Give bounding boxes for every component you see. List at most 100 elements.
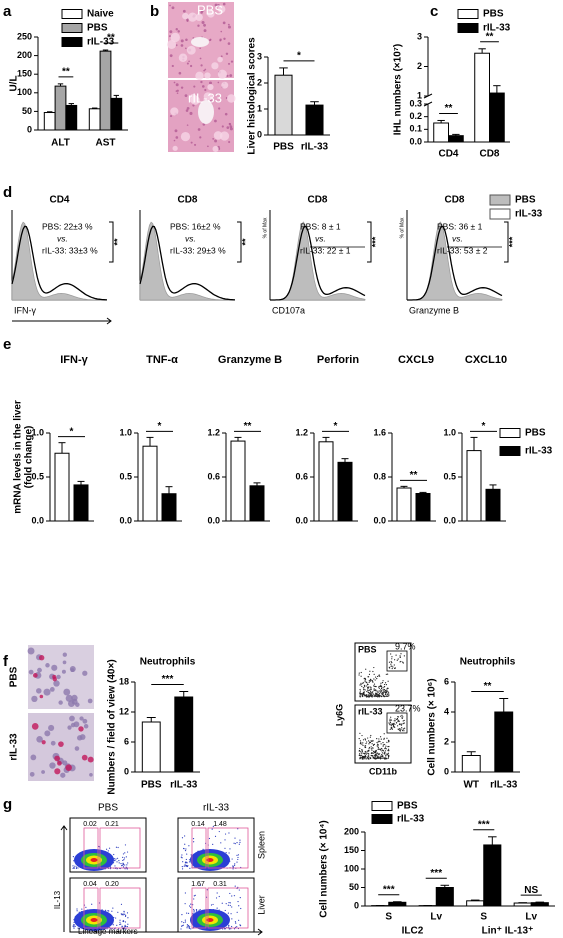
gate-value: 0.20 <box>105 881 119 888</box>
image-texture <box>171 6 175 10</box>
image-texture <box>31 723 39 730</box>
flow-event <box>117 911 119 913</box>
bar <box>513 902 532 907</box>
bar <box>141 721 161 773</box>
flow-event <box>366 752 368 754</box>
image-texture <box>180 131 191 142</box>
histogram-x-label: Granzyme B <box>409 305 459 315</box>
image-texture <box>203 69 206 72</box>
flow-event <box>117 846 119 849</box>
flow-event <box>377 748 379 750</box>
flow-event <box>238 905 240 907</box>
flow-event <box>370 746 372 748</box>
image-texture <box>65 764 72 771</box>
flow-event <box>382 687 384 689</box>
flow-event <box>380 682 382 684</box>
image-texture <box>214 3 218 7</box>
flow-event <box>373 754 375 756</box>
flow-event <box>402 720 404 722</box>
flow-event <box>367 740 370 742</box>
flow-event <box>224 928 226 930</box>
flow-event <box>227 912 229 914</box>
panel-label: d <box>3 184 12 201</box>
y-tick-label: 1.0 <box>119 427 132 437</box>
flow-event <box>381 757 383 759</box>
flow-event <box>400 653 402 655</box>
flow-event <box>382 744 384 746</box>
flow-event <box>388 754 390 756</box>
y-tick-label: 0 <box>354 900 359 910</box>
flow-event <box>359 751 361 753</box>
image-texture <box>193 143 197 146</box>
flow-event <box>370 694 372 696</box>
flow-event <box>233 895 236 897</box>
flow-event <box>229 904 231 907</box>
flow-event <box>361 685 363 688</box>
flow-event <box>389 721 392 723</box>
flow-event <box>124 915 127 917</box>
flow-event <box>369 680 372 682</box>
image-texture <box>186 124 189 126</box>
flow-gate <box>99 887 141 929</box>
flow-event <box>364 681 366 683</box>
flow-event <box>378 687 380 689</box>
bar <box>396 487 412 522</box>
image-texture <box>61 669 66 674</box>
flow-event <box>111 910 113 912</box>
flow-event <box>376 752 379 754</box>
flow-event <box>367 683 369 686</box>
bar <box>305 104 324 136</box>
histogram-x-label: CD107a <box>272 305 305 315</box>
flow-event <box>237 900 239 903</box>
y-tick-label: 150 <box>17 69 32 79</box>
significance-label: * <box>158 421 162 432</box>
flow-event <box>363 755 365 757</box>
histogram-title: CD8 <box>177 195 197 206</box>
flow-event <box>224 839 226 841</box>
flow-event <box>362 752 364 754</box>
flow-event <box>231 918 233 920</box>
flow-event <box>362 681 364 684</box>
flow-event <box>237 854 240 856</box>
flow-event <box>384 743 386 746</box>
legend-swatch <box>371 814 393 824</box>
facet-title: TNF-α <box>146 354 178 366</box>
flow-event <box>368 746 371 749</box>
flow-event <box>364 754 366 756</box>
flow-event <box>373 744 375 746</box>
histogram-x-label: IFN-γ <box>14 305 36 315</box>
gate-value: 0.21 <box>105 821 119 828</box>
flow-event <box>190 906 192 908</box>
image-texture <box>49 762 56 769</box>
legend-label: rIL-33 <box>515 209 543 220</box>
flow-event <box>373 752 375 754</box>
flow-event <box>361 752 363 754</box>
image-texture <box>62 760 68 766</box>
bar <box>142 445 158 522</box>
flow-event <box>115 846 118 848</box>
image-texture <box>77 735 83 741</box>
flow-event <box>231 858 233 860</box>
bar <box>230 440 246 522</box>
panel-label: f <box>3 653 9 670</box>
flow-event <box>236 926 238 928</box>
flow-event <box>222 928 224 930</box>
flow-event <box>363 758 365 760</box>
image-texture <box>29 771 35 777</box>
flow-event <box>403 728 405 730</box>
flow-event <box>380 695 382 697</box>
bar <box>435 887 454 907</box>
flow-event <box>184 921 187 923</box>
image-texture <box>230 60 234 63</box>
flow-event <box>387 691 389 693</box>
significance-label: * <box>334 421 338 432</box>
flow-event <box>389 728 391 731</box>
flow-density <box>90 918 98 922</box>
bar <box>88 108 101 131</box>
flow-event <box>373 673 375 676</box>
flow-event <box>378 674 380 676</box>
legend-swatch <box>61 23 83 33</box>
flow-event <box>359 747 361 750</box>
histogram-annotation: rIL-33: 29±3 % <box>170 245 226 255</box>
